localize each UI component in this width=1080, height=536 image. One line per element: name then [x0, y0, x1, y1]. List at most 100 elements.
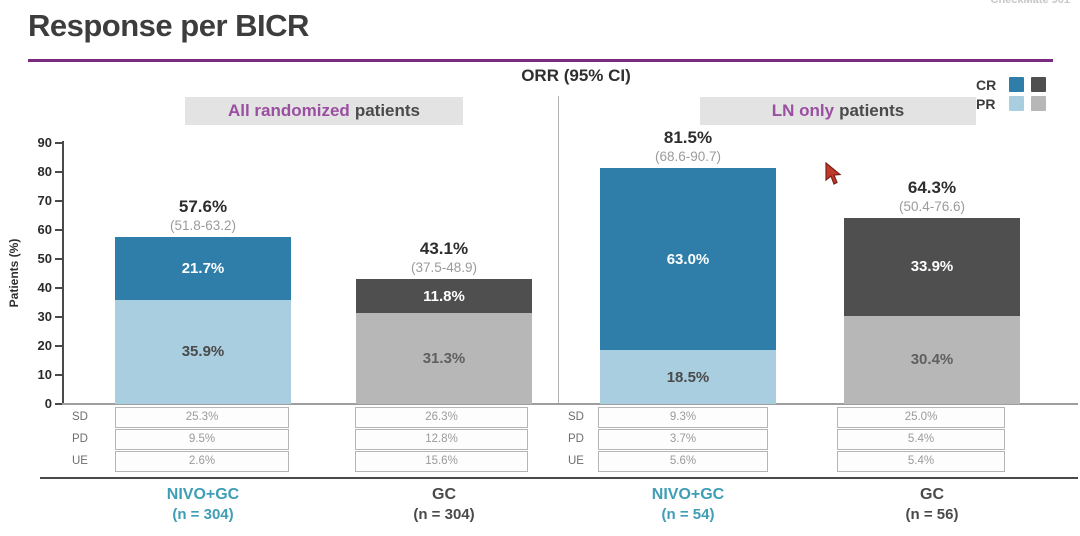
pr-segment-label: 31.3%	[422, 350, 466, 368]
y-axis-line	[62, 141, 64, 404]
ue-cell: 2.6%	[115, 451, 289, 472]
arm-name: GC	[920, 486, 944, 503]
bar-gc-ln-only: 64.3% (50.4-76.6) 33.9% 30.4%	[844, 178, 1020, 404]
mouse-cursor-icon	[825, 162, 842, 185]
page-title: Response per BICR	[28, 8, 309, 43]
bar-top-label: 81.5% (68.6-90.7)	[600, 128, 776, 164]
y-tick-label: 80	[37, 164, 52, 179]
sd-cell: 26.3%	[355, 407, 528, 428]
bar-top-label: 64.3% (50.4-76.6)	[844, 178, 1020, 214]
row-label-ue: UE	[568, 455, 584, 467]
legend-cr-label: CR	[976, 76, 997, 93]
ue-cell: 5.4%	[837, 451, 1005, 472]
row-label-sd: SD	[72, 411, 88, 423]
arm-n: (n = 304)	[413, 506, 475, 523]
y-tick-mark	[55, 171, 62, 173]
y-tick-label: 0	[44, 396, 52, 411]
arm-name: NIVO+GC	[651, 486, 725, 503]
sd-cell: 9.3%	[598, 407, 768, 428]
pr-segment-label: 30.4%	[910, 351, 954, 369]
legend-pr-label: PR	[976, 95, 996, 112]
watermark-text: CheckMate 901	[990, 0, 1071, 6]
orr-ci: (51.8-63.2)	[169, 217, 237, 233]
pr-segment: 30.4%	[844, 315, 1020, 404]
y-tick-mark	[55, 287, 62, 289]
pr-segment: 18.5%	[600, 350, 776, 404]
x-label-gc-ln: GC (n = 56)	[842, 486, 1022, 523]
cr-segment: 11.8%	[356, 279, 532, 314]
pd-cell: 12.8%	[355, 429, 528, 450]
row-label-ue: UE	[72, 455, 88, 467]
orr-value: 57.6%	[178, 196, 228, 216]
group-header-rest: patients	[354, 101, 421, 120]
y-tick-mark	[55, 258, 62, 260]
group-header-ln-only: LN only patients	[700, 97, 976, 125]
legend-pr-gc-swatch	[1031, 96, 1046, 111]
x-label-gc-all: GC (n = 304)	[354, 486, 534, 523]
legend-cr-nivo-swatch	[1009, 77, 1024, 92]
pr-segment-label: 18.5%	[666, 368, 710, 386]
group-header-highlight: LN only	[771, 101, 835, 120]
row-label-pd: PD	[568, 433, 584, 445]
bar-nivo-gc-all-randomized: 57.6% (51.8-63.2) 21.7% 35.9%	[115, 197, 291, 404]
y-tick-label: 90	[37, 135, 52, 150]
ue-cell: 15.6%	[355, 451, 528, 472]
y-tick-mark	[55, 374, 62, 376]
cr-segment-label: 11.8%	[423, 287, 465, 305]
panel-divider	[558, 96, 559, 404]
ue-cell: 5.6%	[598, 451, 768, 472]
y-tick-label: 40	[37, 280, 52, 295]
x-label-nivo-gc-ln: NIVO+GC (n = 54)	[598, 486, 778, 523]
orr-value: 81.5%	[663, 127, 713, 147]
cr-segment-label: 21.7%	[181, 259, 225, 277]
y-tick-label: 30	[37, 309, 52, 324]
cr-segment: 21.7%	[115, 236, 291, 300]
bar-top-label: 57.6% (51.8-63.2)	[115, 197, 291, 233]
group-header-all-randomized: All randomized patients	[185, 97, 463, 125]
orr-ci: (50.4-76.6)	[898, 198, 966, 214]
y-tick-label: 10	[37, 367, 52, 382]
sd-cell: 25.3%	[115, 407, 289, 428]
y-tick-mark	[55, 229, 62, 231]
pr-segment: 35.9%	[115, 299, 291, 404]
arm-name: GC	[432, 486, 456, 503]
cr-segment: 63.0%	[600, 167, 776, 351]
pd-cell: 9.5%	[115, 429, 289, 450]
legend-pr-nivo-swatch	[1009, 96, 1024, 111]
bar-gc-all-randomized: 43.1% (37.5-48.9) 11.8% 31.3%	[356, 239, 532, 404]
group-header-highlight: All randomized	[227, 101, 350, 120]
arm-name: NIVO+GC	[166, 486, 240, 503]
y-tick-label: 50	[37, 251, 52, 266]
cr-segment-label: 63.0%	[666, 250, 710, 268]
y-tick-mark	[55, 403, 62, 405]
legend-cr-gc-swatch	[1031, 77, 1046, 92]
chart-baseline	[62, 403, 1078, 405]
arm-n: (n = 56)	[905, 506, 959, 523]
legend: CR PR	[976, 75, 1046, 113]
y-tick-label: 70	[37, 193, 52, 208]
chart-heading: ORR (95% CI)	[521, 66, 631, 85]
row-label-pd: PD	[72, 433, 88, 445]
bar-top-label: 43.1% (37.5-48.9)	[356, 239, 532, 275]
arm-n: (n = 54)	[661, 506, 715, 523]
legend-row-pr: PR	[976, 94, 1046, 113]
orr-value: 64.3%	[907, 177, 957, 197]
pd-cell: 3.7%	[598, 429, 768, 450]
group-header-rest: patients	[839, 101, 905, 120]
cr-segment: 33.9%	[844, 217, 1020, 316]
y-tick-label: 60	[37, 222, 52, 237]
arm-n: (n = 304)	[172, 506, 234, 523]
pr-segment: 31.3%	[356, 313, 532, 404]
cr-segment-label: 33.9%	[910, 258, 954, 276]
x-axis-line	[40, 477, 1078, 479]
y-tick-mark	[55, 142, 62, 144]
x-label-nivo-gc-all: NIVO+GC (n = 304)	[113, 486, 293, 523]
orr-ci: (37.5-48.9)	[410, 260, 478, 276]
y-tick-mark	[55, 200, 62, 202]
legend-row-cr: CR	[976, 75, 1046, 94]
sd-cell: 25.0%	[837, 407, 1005, 428]
y-tick-mark	[55, 316, 62, 318]
y-tick-label: 20	[37, 338, 52, 353]
pd-cell: 5.4%	[837, 429, 1005, 450]
